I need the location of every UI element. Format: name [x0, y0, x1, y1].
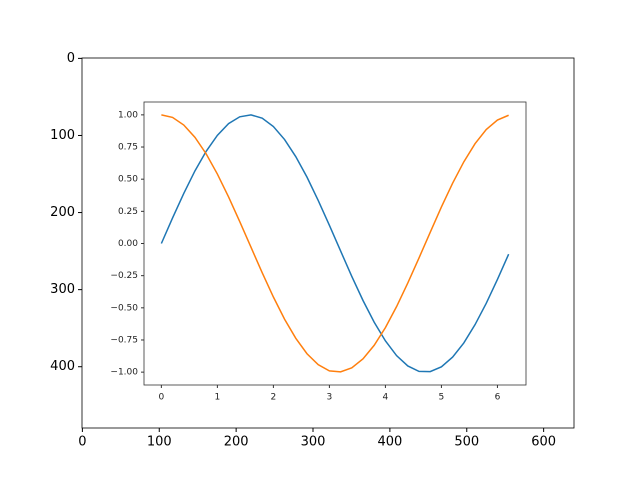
y-tick-label: 400	[50, 359, 75, 374]
x-tick-label: 200	[224, 435, 249, 450]
y-tick-label: 1.00	[118, 110, 138, 120]
y-tick-label: −1.00	[110, 368, 138, 378]
axes-frame	[143, 101, 527, 386]
x-tick-label: 0	[158, 393, 164, 403]
x-tick-label: 6	[495, 393, 501, 403]
y-tick-label: 300	[50, 282, 75, 297]
y-tick-label: 0.25	[118, 207, 138, 217]
y-tick-label: −0.50	[110, 303, 138, 313]
x-tick-label: 100	[147, 435, 172, 450]
x-tick-label: 1	[215, 393, 221, 403]
y-tick-label: 0.00	[118, 239, 138, 249]
x-tick-label: 4	[383, 393, 389, 403]
y-tick-label: −0.25	[110, 271, 138, 281]
x-tick-label: 400	[377, 435, 402, 450]
x-tick-label: 500	[454, 435, 479, 450]
y-tick-label: 0.50	[118, 175, 138, 185]
x-tick-label: 600	[531, 435, 556, 450]
x-tick-label: 0	[78, 435, 86, 450]
x-tick-label: 2	[271, 393, 277, 403]
series-line	[160, 114, 510, 373]
y-tick-label: 200	[50, 205, 75, 220]
y-tick-label: 100	[50, 128, 75, 143]
series-line	[161, 114, 509, 373]
x-tick-label: 5	[439, 393, 445, 403]
y-tick-label: 0.75	[118, 143, 138, 153]
y-tick-label: −0.75	[110, 335, 138, 345]
axes-frame	[81, 57, 575, 429]
y-tick-label: 0	[67, 51, 75, 66]
x-tick-label: 3	[327, 393, 333, 403]
outer-axes: 0 100 200 300 400 500 600 0 100 200 300 400	[50, 51, 575, 450]
x-tick-label: 300	[301, 435, 326, 450]
inner-plot: 0 1 2 3 4 5 6 −1.00 −0.75 −0.50 −0.25 0.00 0.25 0.50 0…	[110, 101, 527, 403]
